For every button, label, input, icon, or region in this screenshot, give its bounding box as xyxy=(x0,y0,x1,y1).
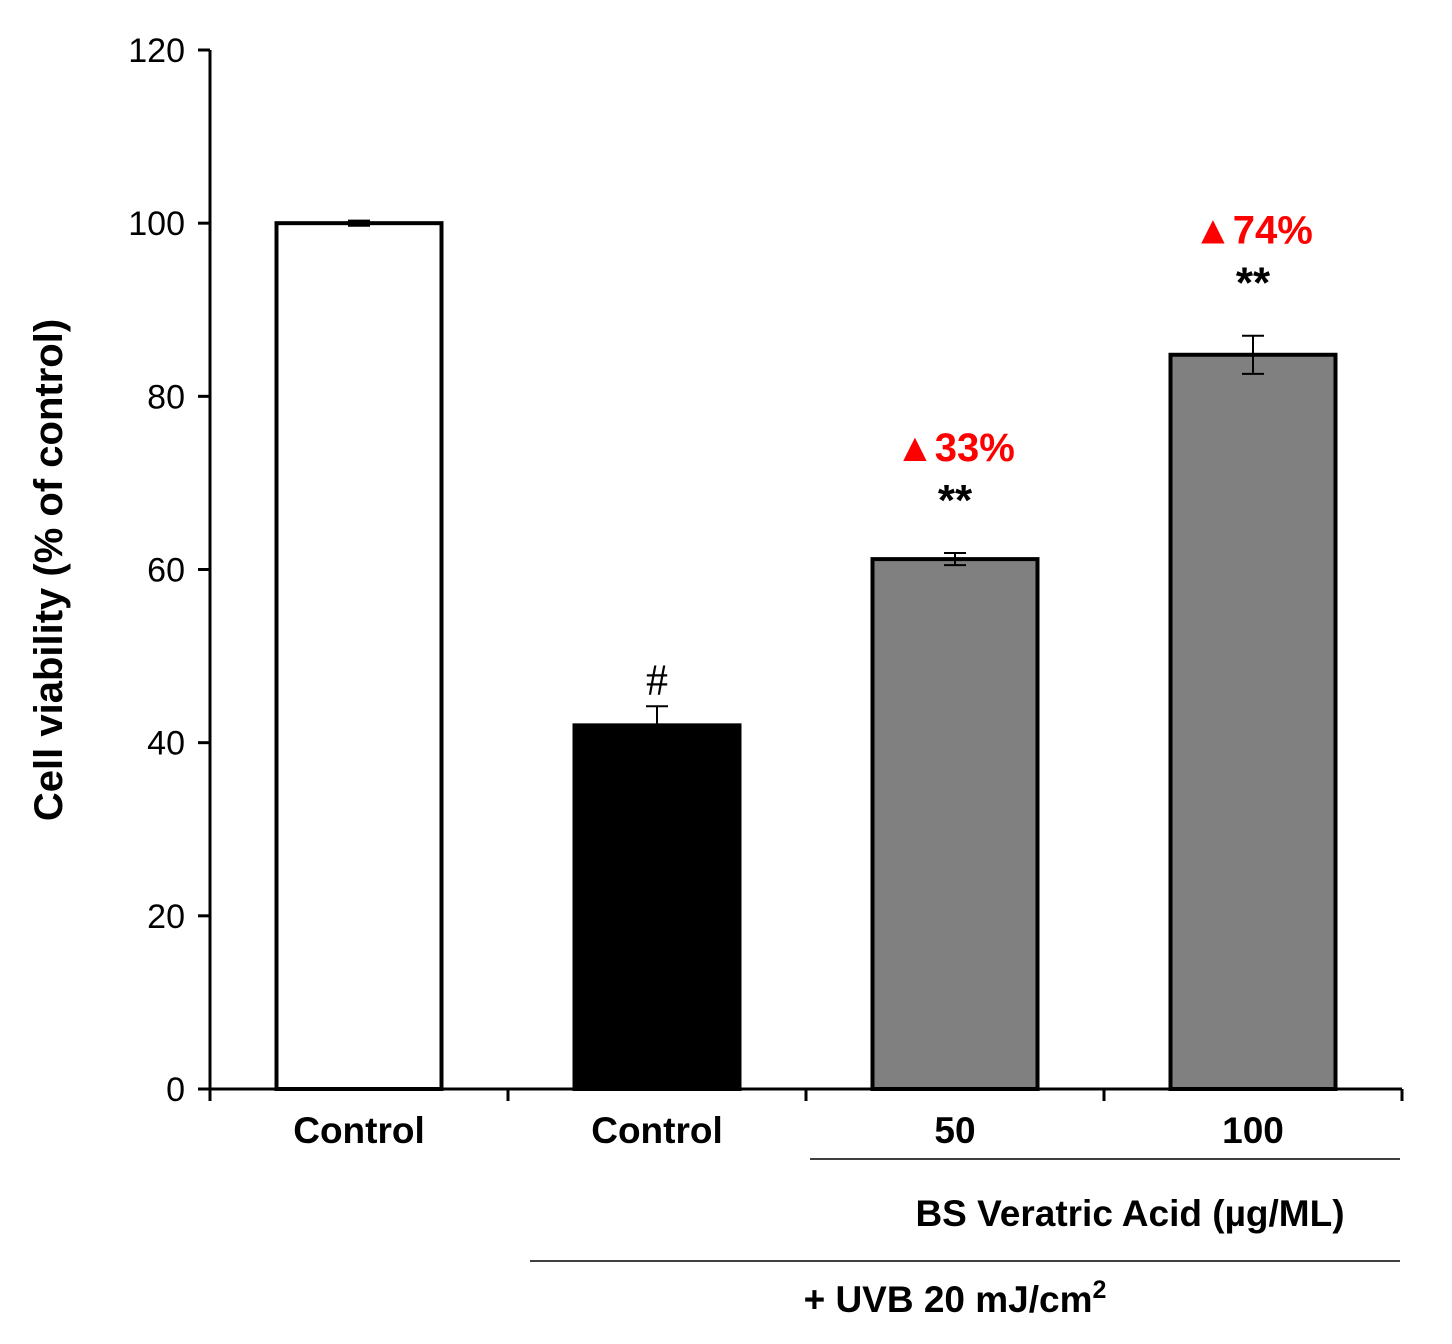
bar xyxy=(1168,352,1338,1092)
bar xyxy=(870,557,1040,1091)
significance-stars: ** xyxy=(938,476,973,525)
significance-stars: ** xyxy=(1236,259,1271,308)
y-tick-label: 120 xyxy=(128,32,185,70)
x-tick-label: Control xyxy=(293,1110,425,1151)
bars xyxy=(274,219,1338,1092)
bar xyxy=(274,221,444,1091)
y-tick-label: 20 xyxy=(147,898,185,936)
bar xyxy=(572,723,742,1091)
uvb-label-superscript: 2 xyxy=(1093,1276,1107,1304)
y-tick-label: 100 xyxy=(128,205,185,243)
y-axis: 0 20 40 60 80 100 120 xyxy=(128,32,212,1109)
x-tick-label: 50 xyxy=(934,1110,975,1151)
x-tick-label: 100 xyxy=(1222,1110,1284,1151)
uvb-group-label: + UVB 20 mJ/cm2 xyxy=(804,1276,1107,1320)
x-tick-label: Control xyxy=(591,1110,723,1151)
significance-hash: # xyxy=(646,655,668,704)
increase-label: ▲33% xyxy=(895,426,1015,470)
annotations: # ** ▲33% ** ▲74% xyxy=(646,209,1313,705)
increase-label: ▲74% xyxy=(1193,209,1313,253)
uvb-label-text: + UVB 20 mJ/cm xyxy=(804,1279,1093,1320)
y-axis-title: Cell viability (% of control) xyxy=(27,319,71,821)
y-tick-label: 60 xyxy=(147,552,185,590)
y-tick-label: 40 xyxy=(147,725,185,763)
treatment-group-label: BS Veratric Acid (µg/ML) xyxy=(915,1193,1344,1234)
x-axis: Control Control 50 100 xyxy=(208,1087,1404,1151)
y-tick-label: 80 xyxy=(147,378,185,416)
y-tick-label: 0 xyxy=(166,1071,185,1109)
